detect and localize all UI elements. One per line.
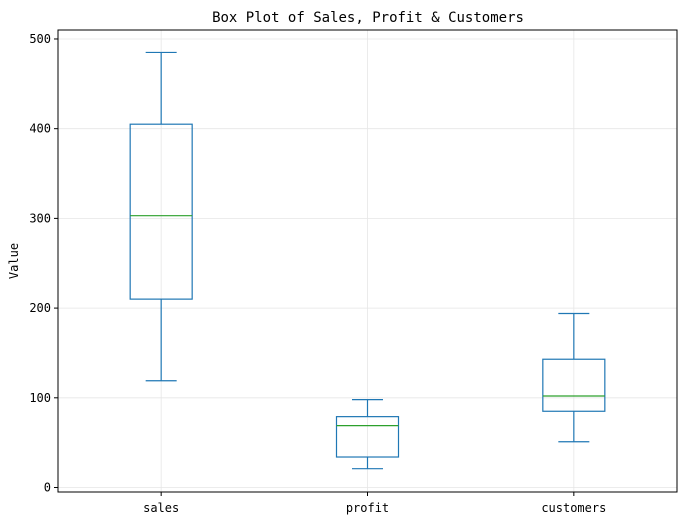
y-tick-label: 300 xyxy=(29,211,51,225)
box-sales xyxy=(129,51,193,382)
iqr-box xyxy=(542,358,606,412)
y-tick-label: 0 xyxy=(44,481,51,495)
box-customers xyxy=(542,312,606,443)
x-tick-label: profit xyxy=(346,501,389,515)
x-tick-label: customers xyxy=(541,501,606,515)
box-profit xyxy=(335,399,400,470)
iqr-box xyxy=(335,416,400,458)
tick-layer: 0 100 200 300 400 500 sales profit customers xyxy=(29,32,606,515)
y-tick-label: 200 xyxy=(29,301,51,315)
y-tick-label: 500 xyxy=(29,32,51,46)
box-layer xyxy=(129,51,606,470)
y-tick-label: 400 xyxy=(29,122,51,136)
x-tick-label: sales xyxy=(143,501,179,515)
chart-title: Box Plot of Sales, Profit & Customers xyxy=(212,10,524,26)
y-axis-label: Value xyxy=(7,243,21,279)
y-tick-label: 100 xyxy=(29,391,51,405)
iqr-box xyxy=(129,123,193,300)
grid-layer xyxy=(58,30,677,492)
